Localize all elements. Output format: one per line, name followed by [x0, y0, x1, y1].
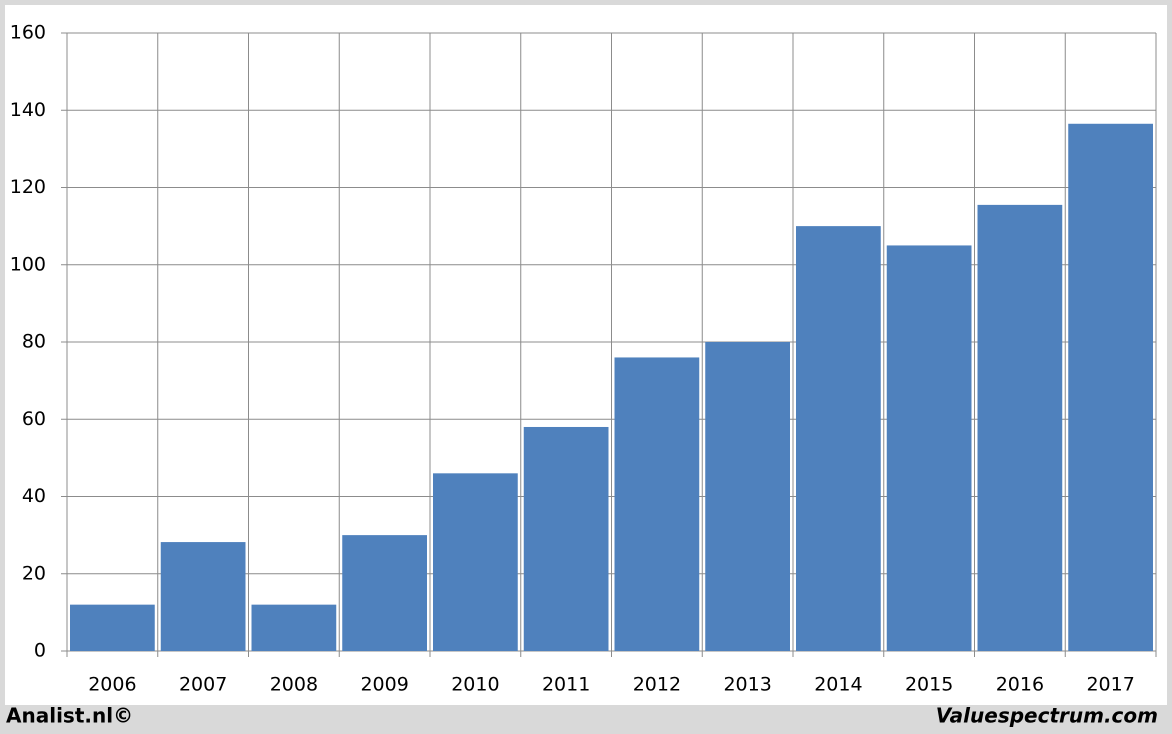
x-tick-label: 2015: [905, 674, 953, 696]
y-tick-label: 100: [10, 253, 46, 275]
credit-left: Analist.nl©: [6, 704, 133, 728]
bar: [433, 473, 518, 651]
y-tick-label: 120: [10, 176, 46, 198]
x-tick-label: 2007: [179, 674, 227, 696]
bar: [160, 542, 246, 651]
x-tick-label: 2011: [542, 674, 590, 696]
bar: [523, 426, 609, 651]
x-tick-label: 2014: [814, 674, 862, 696]
y-tick-label: 40: [22, 485, 46, 507]
bar: [886, 245, 972, 651]
x-tick-label: 2017: [1086, 674, 1134, 696]
x-tick-label: 2013: [723, 674, 771, 696]
bar: [977, 204, 1063, 651]
y-tick-label: 160: [10, 22, 46, 44]
y-tick-label: 140: [10, 99, 46, 121]
x-tick-label: 2010: [451, 674, 499, 696]
bar: [342, 535, 427, 651]
x-tick-label: 2008: [270, 674, 318, 696]
y-tick-label: 0: [34, 640, 46, 662]
bar: [70, 604, 155, 651]
x-tick-label: 2009: [360, 674, 408, 696]
y-tick-label: 20: [22, 562, 46, 584]
y-tick-label: 80: [22, 331, 46, 353]
x-tick-label: 2016: [996, 674, 1044, 696]
credit-right: Valuespectrum.com: [936, 704, 1158, 728]
x-tick-label: 2012: [633, 674, 681, 696]
x-tick-label: 2006: [88, 674, 136, 696]
bar: [1068, 123, 1153, 652]
bar: [796, 226, 881, 651]
bar: [614, 357, 700, 651]
y-tick-label: 60: [22, 408, 46, 430]
bar: [251, 604, 337, 651]
bar: [705, 342, 790, 651]
